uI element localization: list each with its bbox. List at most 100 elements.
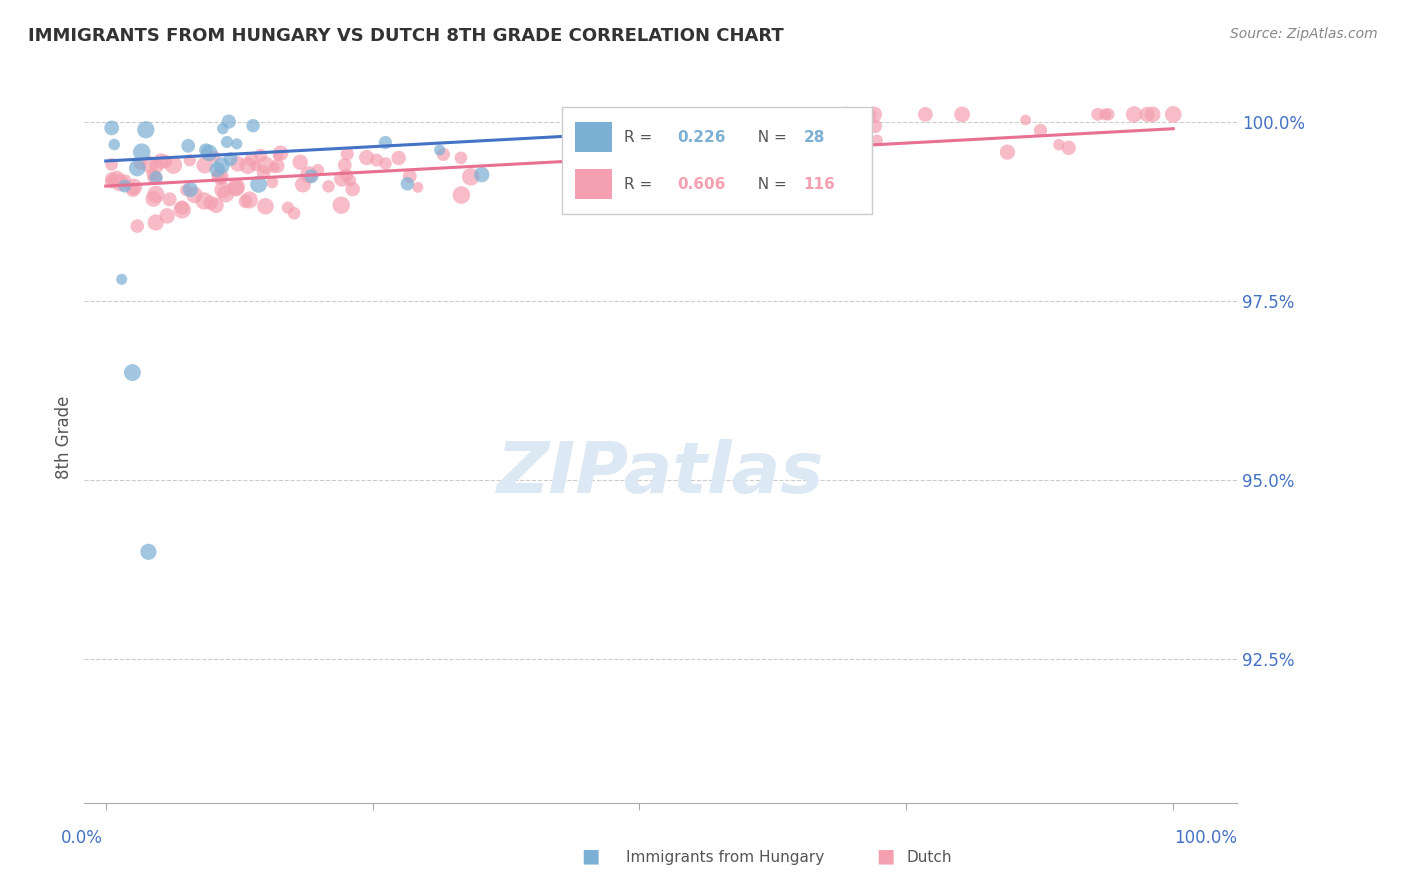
Point — [263, 161, 285, 175]
Point — [291, 178, 314, 192]
Point — [335, 169, 357, 183]
Point — [1123, 107, 1146, 121]
Point — [1142, 107, 1164, 121]
Point — [252, 165, 274, 179]
Point — [786, 120, 808, 135]
Point — [720, 139, 742, 153]
Point — [209, 169, 232, 184]
Point — [277, 201, 299, 215]
Point — [162, 158, 184, 172]
Point — [298, 168, 321, 182]
Point — [129, 156, 152, 170]
Point — [333, 158, 356, 172]
Point — [159, 192, 181, 206]
Point — [266, 159, 288, 173]
Point — [835, 107, 858, 121]
Text: 100.0%: 100.0% — [1174, 829, 1237, 847]
Point — [122, 183, 145, 197]
Text: ■: ■ — [581, 847, 600, 865]
Text: 116: 116 — [804, 177, 835, 192]
Text: ■: ■ — [876, 847, 896, 865]
Point — [215, 135, 238, 149]
Point — [1097, 107, 1119, 121]
Point — [245, 159, 267, 173]
Point — [1087, 107, 1109, 121]
Point — [179, 153, 201, 168]
Point — [138, 545, 160, 559]
Point — [558, 137, 581, 152]
Point — [242, 119, 264, 133]
Point — [156, 209, 179, 223]
Point — [254, 158, 277, 172]
Point — [218, 114, 240, 128]
Point — [172, 202, 194, 217]
Point — [235, 194, 257, 209]
Point — [226, 157, 249, 171]
Point — [183, 188, 205, 202]
Point — [460, 169, 482, 184]
Text: R =: R = — [624, 177, 658, 192]
Point — [174, 183, 197, 197]
Point — [1047, 137, 1070, 152]
Point — [100, 172, 122, 186]
Point — [122, 180, 145, 194]
Point — [135, 122, 157, 136]
Point — [859, 107, 882, 121]
Point — [100, 157, 122, 171]
Point — [194, 143, 217, 157]
Point — [388, 151, 411, 165]
Point — [648, 158, 671, 172]
Point — [179, 183, 201, 197]
Point — [145, 187, 167, 202]
Point — [1014, 113, 1036, 128]
Text: Immigrants from Hungary: Immigrants from Hungary — [626, 850, 824, 865]
Point — [1161, 107, 1184, 121]
Point — [471, 168, 494, 182]
Point — [211, 159, 233, 173]
Point — [142, 167, 165, 181]
Text: N =: N = — [748, 177, 792, 192]
Point — [250, 148, 273, 162]
Point — [177, 139, 200, 153]
Text: 0.226: 0.226 — [676, 129, 725, 145]
Point — [114, 179, 136, 194]
Point — [696, 134, 718, 148]
Point — [734, 114, 756, 128]
Point — [198, 145, 221, 160]
Point — [200, 195, 222, 210]
Point — [866, 133, 889, 147]
Point — [142, 192, 165, 206]
Point — [225, 181, 247, 195]
Point — [205, 162, 228, 177]
Point — [950, 107, 973, 121]
Point — [288, 155, 311, 169]
Point — [330, 171, 353, 186]
Point — [283, 206, 305, 220]
Point — [794, 125, 817, 139]
Point — [215, 186, 238, 201]
Text: 0.606: 0.606 — [676, 177, 725, 192]
Point — [270, 146, 292, 161]
Point — [105, 172, 128, 186]
Point — [813, 138, 835, 153]
Point — [356, 151, 378, 165]
Point — [240, 153, 263, 167]
Point — [299, 169, 322, 184]
Point — [211, 183, 233, 197]
Point — [330, 198, 353, 212]
Point — [1029, 123, 1052, 137]
Point — [131, 145, 153, 160]
Bar — [575, 169, 612, 199]
Point — [205, 169, 228, 183]
Point — [342, 182, 364, 196]
Point — [236, 159, 259, 173]
Text: Source: ZipAtlas.com: Source: ZipAtlas.com — [1230, 27, 1378, 41]
Point — [374, 156, 396, 170]
Point — [429, 143, 451, 157]
Point — [145, 159, 167, 173]
Point — [100, 120, 122, 135]
Point — [143, 170, 166, 185]
Point — [398, 169, 420, 183]
Point — [842, 147, 865, 161]
Point — [193, 194, 215, 208]
